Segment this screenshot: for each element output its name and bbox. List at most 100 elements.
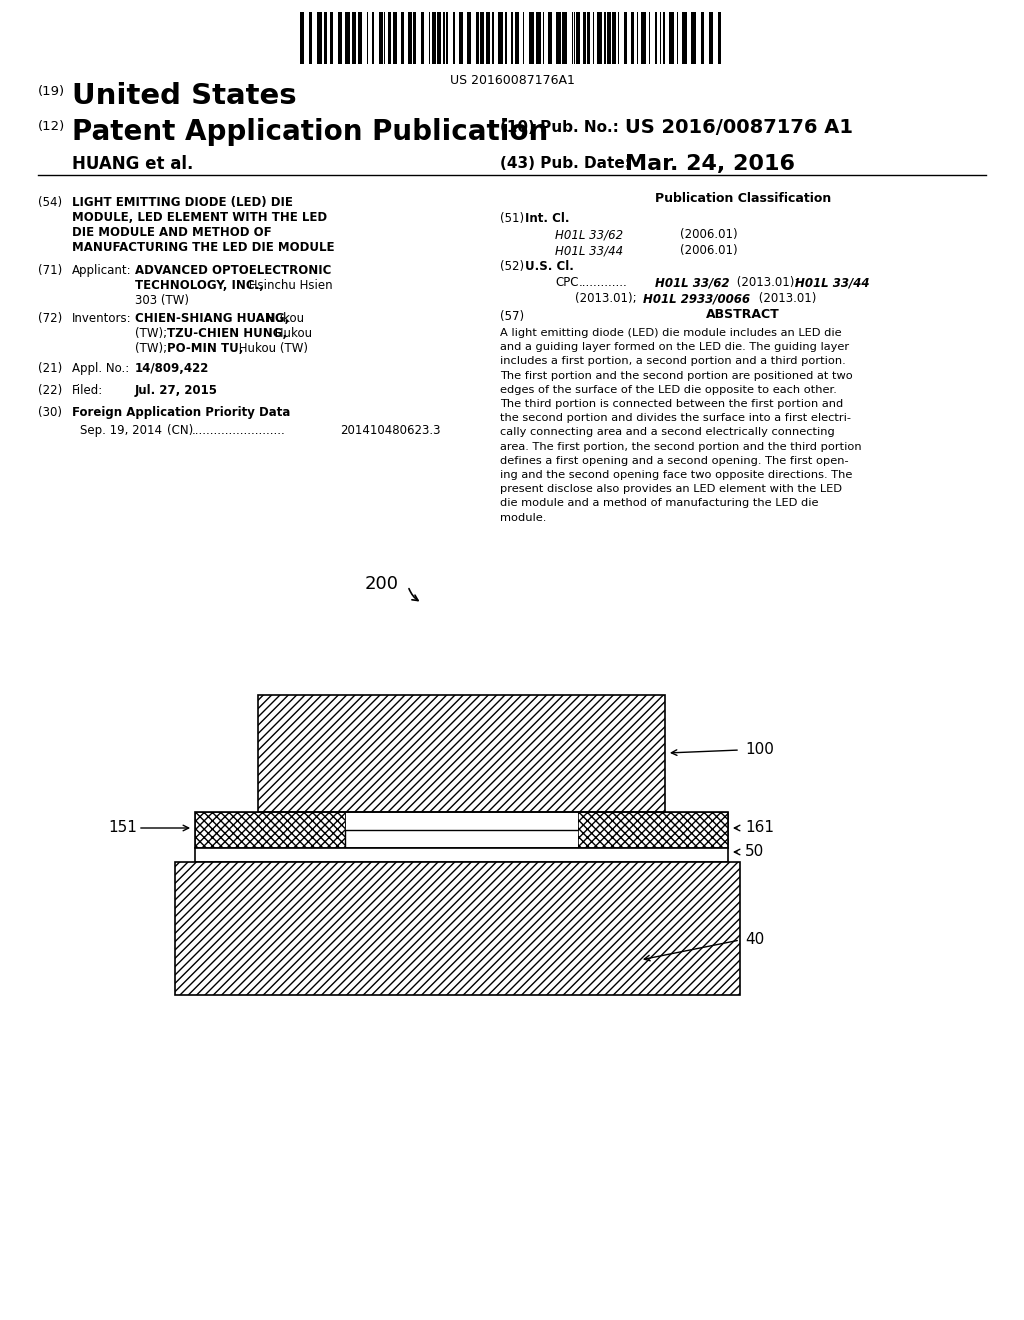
Text: TZU-CHIEN HUNG,: TZU-CHIEN HUNG, [167, 327, 287, 341]
Text: (51): (51) [500, 213, 524, 224]
Bar [379, 12, 383, 63]
Text: (43) Pub. Date:: (43) Pub. Date: [500, 156, 631, 172]
Text: (71): (71) [38, 264, 62, 277]
Text: Sep. 19, 2014: Sep. 19, 2014 [80, 424, 162, 437]
Bar [529, 12, 534, 63]
Bar [583, 12, 586, 63]
Text: (12): (12) [38, 120, 66, 133]
Text: (2006.01): (2006.01) [680, 244, 737, 257]
Text: MANUFACTURING THE LED DIE MODULE: MANUFACTURING THE LED DIE MODULE [72, 242, 335, 253]
Bar [446, 12, 449, 63]
Text: Hukou: Hukou [263, 312, 304, 325]
Text: includes a first portion, a second portion and a third portion.: includes a first portion, a second porti… [500, 356, 846, 367]
Text: Hukou: Hukou [271, 327, 312, 341]
Text: (10) Pub. No.:: (10) Pub. No.: [500, 120, 618, 135]
Bar [443, 12, 445, 63]
Bar [459, 12, 463, 63]
Text: (52): (52) [500, 260, 524, 273]
Text: H01L 33/44: H01L 33/44 [555, 244, 624, 257]
Bar [578, 812, 580, 847]
Bar [401, 12, 404, 63]
Text: Filed:: Filed: [72, 384, 103, 397]
Bar [352, 12, 356, 63]
Text: Hsinchu Hsien: Hsinchu Hsien [245, 279, 333, 292]
Bar [663, 12, 665, 63]
Text: 40: 40 [745, 932, 764, 948]
Text: the second portion and divides the surface into a first electri-: the second portion and divides the surfa… [500, 413, 851, 424]
Text: 50: 50 [745, 845, 764, 859]
Bar [578, 812, 728, 847]
Bar [578, 812, 580, 847]
Text: .............: ............. [579, 276, 628, 289]
Text: cally connecting area and a second electrically connecting: cally connecting area and a second elect… [500, 428, 835, 437]
Bar [548, 12, 552, 63]
Bar [421, 12, 424, 63]
Text: (2006.01): (2006.01) [680, 228, 737, 242]
Bar [195, 847, 728, 862]
Text: 161: 161 [745, 821, 774, 836]
Bar [575, 12, 580, 63]
Text: Inventors:: Inventors: [72, 312, 132, 325]
Text: 303 (TW): 303 (TW) [135, 294, 189, 308]
Bar [476, 12, 479, 63]
Bar [480, 12, 484, 63]
Bar [467, 12, 471, 63]
Text: (22): (22) [38, 384, 62, 397]
Text: US 2016/0087176 A1: US 2016/0087176 A1 [625, 117, 853, 137]
Bar [498, 12, 503, 63]
Bar [324, 12, 327, 63]
Bar [597, 12, 602, 63]
Text: 151: 151 [108, 821, 137, 836]
Bar [330, 12, 333, 63]
Bar [492, 12, 494, 63]
Text: H01L 33/62: H01L 33/62 [555, 228, 624, 242]
Bar [505, 12, 507, 63]
Text: and a guiding layer formed on the LED die. The guiding layer: and a guiding layer formed on the LED di… [500, 342, 849, 352]
Bar [562, 12, 567, 63]
Text: (2013.01);: (2013.01); [575, 292, 640, 305]
Text: U.S. Cl.: U.S. Cl. [525, 260, 573, 273]
Text: (CN): (CN) [167, 424, 194, 437]
Bar [486, 12, 490, 63]
Text: Applicant:: Applicant: [72, 264, 132, 277]
Text: (72): (72) [38, 312, 62, 325]
Text: Foreign Application Priority Data: Foreign Application Priority Data [72, 407, 291, 418]
Text: (57): (57) [500, 310, 524, 323]
Bar [393, 12, 397, 63]
Text: (2013.01): (2013.01) [755, 292, 816, 305]
Text: ABSTRACT: ABSTRACT [707, 308, 780, 321]
Text: Mar. 24, 2016: Mar. 24, 2016 [625, 154, 795, 174]
Bar [317, 12, 322, 63]
Bar [612, 12, 616, 63]
Text: The first portion and the second portion are positioned at two: The first portion and the second portion… [500, 371, 853, 380]
Bar [718, 12, 721, 63]
Text: .........................: ......................... [193, 424, 286, 437]
Bar [587, 12, 590, 63]
Bar [372, 12, 374, 63]
Text: area. The first portion, the second portion and the third portion: area. The first portion, the second port… [500, 442, 861, 451]
Bar [556, 12, 561, 63]
Bar [624, 12, 627, 63]
Text: MODULE, LED ELEMENT WITH THE LED: MODULE, LED ELEMENT WITH THE LED [72, 211, 327, 224]
Bar [300, 12, 304, 63]
Bar [358, 12, 362, 63]
Text: (54): (54) [38, 195, 62, 209]
Text: (19): (19) [38, 84, 66, 98]
Bar [432, 12, 436, 63]
Bar [175, 862, 740, 995]
Bar [641, 12, 646, 63]
Text: TECHNOLOGY, INC.,: TECHNOLOGY, INC., [135, 279, 264, 292]
Bar [607, 12, 611, 63]
Text: LIGHT EMITTING DIODE (LED) DIE: LIGHT EMITTING DIODE (LED) DIE [72, 195, 293, 209]
Text: (TW);: (TW); [135, 342, 171, 355]
Text: 100: 100 [745, 742, 774, 758]
Bar [655, 12, 657, 63]
Bar [691, 12, 696, 63]
Bar [258, 696, 665, 812]
Bar [604, 12, 606, 63]
Text: Publication Classification: Publication Classification [655, 191, 831, 205]
Text: The third portion is connected between the first portion and: The third portion is connected between t… [500, 399, 843, 409]
Text: edges of the surface of the LED die opposite to each other.: edges of the surface of the LED die oppo… [500, 385, 837, 395]
Bar [709, 12, 713, 63]
Bar [345, 830, 580, 847]
